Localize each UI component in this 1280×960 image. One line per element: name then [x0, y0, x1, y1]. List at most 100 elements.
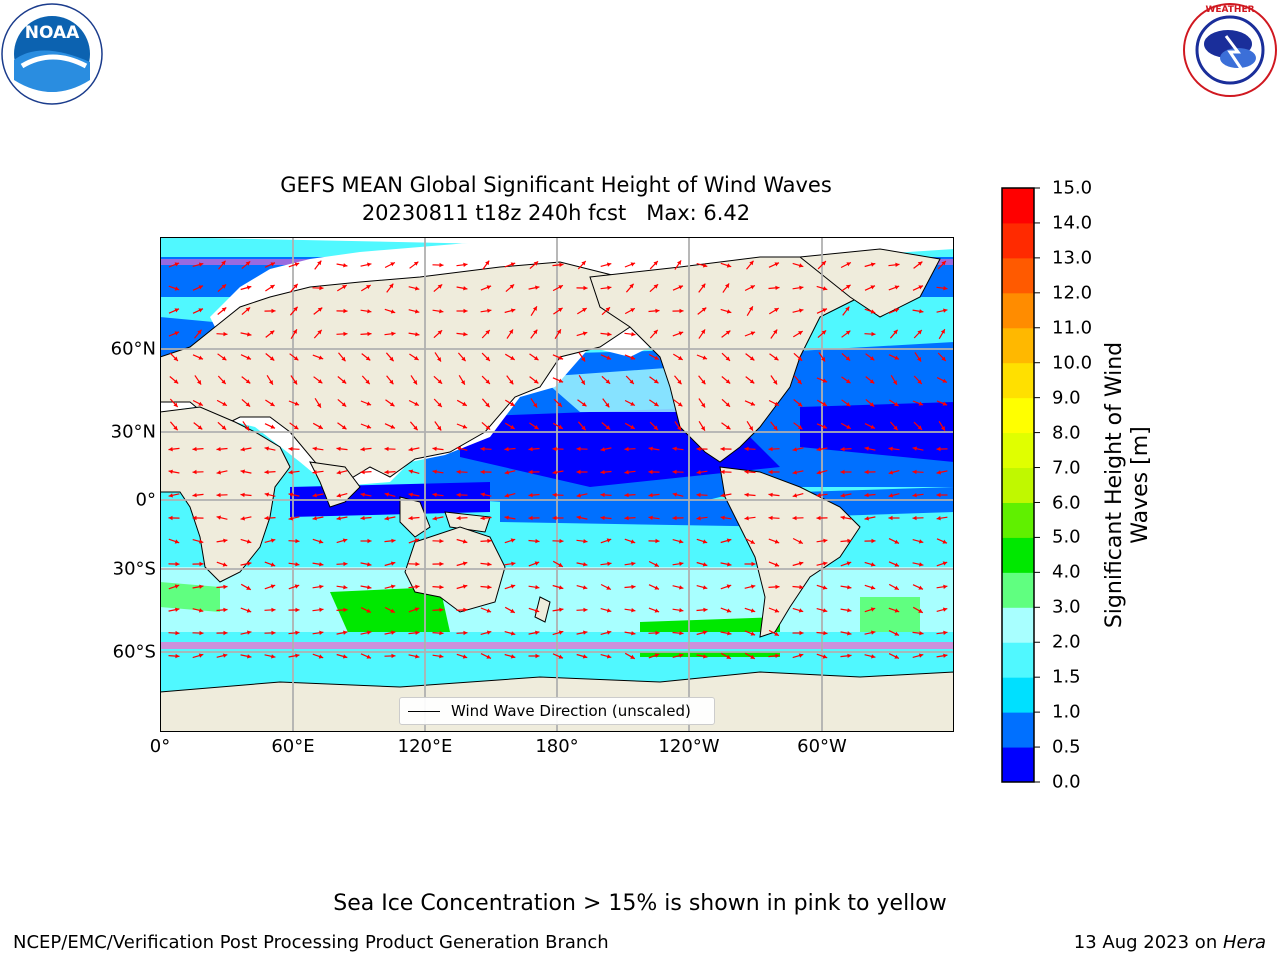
wave-direction-arrowhead: [816, 470, 822, 475]
wave-direction-arrowhead: [679, 308, 684, 314]
wave-direction-arrowhead: [319, 630, 324, 635]
wave-direction-arrowhead: [871, 654, 876, 659]
wave-direction-arrowhead: [415, 332, 420, 337]
colorbar-band: [1002, 607, 1034, 643]
lat-tick-60s: 60°S: [112, 641, 156, 663]
wave-direction-arrowhead: [774, 262, 779, 267]
nws-logo: WEATHER: [1183, 3, 1277, 97]
colorbar-tick-label: 3.0: [1052, 596, 1081, 618]
wave-direction-arrowhead: [343, 585, 348, 590]
wave-direction-arrowhead: [389, 356, 394, 362]
wave-direction-arrowhead: [342, 654, 348, 659]
colorbar-tick-label: 0.0: [1052, 771, 1081, 793]
wave-direction-arrowhead: [343, 331, 348, 337]
wave-direction-arrowhead: [583, 607, 588, 613]
wave-direction-arrowhead: [528, 446, 533, 452]
wave-direction-arrowhead: [270, 584, 276, 589]
colorbar-tick-label: 6.0: [1052, 492, 1081, 513]
wave-direction-arrowhead: [648, 493, 653, 498]
wave-direction-arrowhead: [918, 653, 924, 658]
wave-direction-arrowhead: [199, 630, 204, 636]
wave-direction-arrowhead: [799, 285, 804, 290]
wave-direction-arrowhead: [533, 379, 539, 384]
wave-direction-arrowhead: [437, 330, 443, 335]
wave-direction-arrowhead: [840, 469, 845, 475]
colorbar-tick-label: 7.0: [1052, 457, 1081, 478]
wave-direction-arrowhead: [199, 561, 204, 567]
wave-direction-arrowhead: [198, 653, 204, 658]
wave-direction-arrowhead: [576, 515, 581, 520]
wave-direction-arrowhead: [175, 630, 180, 636]
colorbar-band: [1002, 327, 1034, 364]
wave-direction-arrowhead: [221, 425, 227, 430]
colorbar-label-line2: Waves [m]: [1128, 426, 1153, 544]
wave-direction-arrowhead: [864, 516, 869, 521]
wave-direction-arrowhead: [798, 539, 803, 544]
wave-direction-arrowhead: [912, 469, 917, 475]
wave-direction-arrowhead: [654, 562, 659, 567]
wave-direction-arrowhead: [917, 379, 922, 384]
wave-direction-arrowhead: [366, 608, 371, 613]
wave-direction-arrowhead: [655, 630, 660, 636]
wave-direction-arrowhead: [726, 654, 731, 659]
wave-direction-arrowhead: [511, 561, 516, 566]
wave-direction-arrowhead: [774, 608, 780, 613]
wave-direction-arrowhead: [366, 654, 371, 659]
wave-direction-arrowhead: [391, 331, 396, 336]
wave-direction-arrowhead: [775, 653, 780, 658]
wave-direction-arrowhead: [654, 653, 660, 658]
wave-direction-arrowhead: [702, 585, 708, 590]
wave-direction-arrowhead: [558, 378, 564, 383]
wave-direction-arrowhead: [893, 425, 898, 431]
wave-direction-arrowhead: [940, 426, 945, 431]
wave-direction-arrowhead: [654, 585, 659, 590]
wave-direction-arrowhead: [630, 654, 635, 659]
wave-direction-arrowhead: [726, 425, 731, 430]
wave-direction-arrowhead: [480, 492, 485, 497]
wave-direction-arrowhead: [245, 402, 251, 407]
lon-tick-60w: 60°W: [797, 736, 847, 757]
wave-direction-arrowhead: [653, 425, 658, 430]
wave-direction-arrowhead: [677, 426, 682, 431]
wave-direction-arrowhead: [870, 607, 876, 612]
wave-direction-arrowhead: [439, 538, 444, 544]
wave-direction-arrowhead: [222, 562, 228, 567]
wave-direction-arrowhead: [558, 562, 563, 567]
wave-direction-arrowhead: [532, 306, 537, 311]
wave-direction-arrowhead: [870, 309, 876, 314]
wave-direction-arrowhead: [749, 379, 755, 384]
wave-direction-arrowhead: [461, 356, 466, 362]
wave-direction-arrowhead: [246, 585, 251, 590]
wave-direction-arrowhead: [552, 515, 557, 521]
wave-direction-arrowhead: [216, 492, 221, 498]
lon-tick-60e: 60°E: [271, 736, 315, 757]
colorbar-tick-label: 12.0: [1052, 282, 1093, 304]
wave-direction-arrowhead: [822, 608, 828, 613]
wave-direction-arrowhead: [845, 356, 851, 361]
wave-direction-arrowhead: [270, 424, 275, 429]
wave-direction-arrowhead: [318, 355, 324, 360]
wave-direction-arrowhead: [798, 608, 804, 613]
wave-direction-arrowhead: [341, 425, 347, 430]
wave-direction-arrowhead: [918, 608, 923, 613]
wave-direction-arrowhead: [816, 447, 821, 452]
wave-direction-arrowhead: [630, 355, 636, 360]
wave-direction-arrowhead: [942, 607, 948, 612]
wave-direction-arrowhead: [702, 630, 708, 635]
wave-direction-arrowhead: [246, 285, 252, 290]
wave-direction-arrowhead: [439, 309, 444, 314]
lat-tick-0: 0°: [135, 489, 156, 511]
wave-direction-arrowhead: [677, 379, 682, 385]
wave-direction-arrowhead: [726, 538, 732, 543]
wave-direction-arrowhead: [216, 470, 221, 475]
wave-direction-arrowhead: [198, 608, 204, 613]
colorbar-tick-label: 9.0: [1052, 387, 1081, 409]
wave-direction-arrowhead: [342, 538, 348, 543]
wave-direction-arrowhead: [750, 285, 755, 290]
wave-direction-arrowhead: [292, 329, 297, 334]
wave-direction-arrowhead: [264, 446, 269, 451]
map-legend: Wind Wave Direction (unscaled): [399, 697, 715, 725]
wave-direction-arrowhead: [816, 515, 821, 521]
wave-direction-arrowhead: [366, 424, 372, 429]
wave-direction-arrowhead: [173, 402, 178, 407]
